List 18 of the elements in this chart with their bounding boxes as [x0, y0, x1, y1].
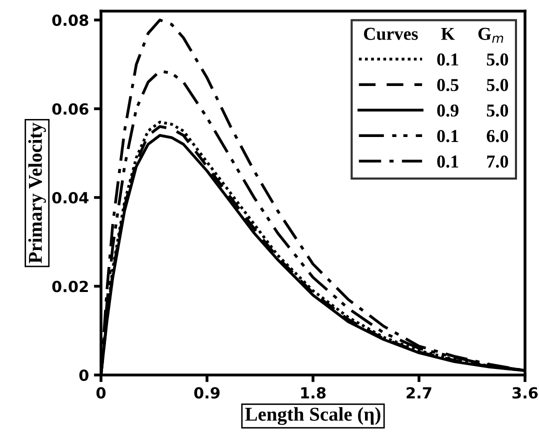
x-tick-label: 0 — [96, 387, 106, 399]
y-tick-label: 0.06 — [52, 103, 88, 115]
legend-label: 0.1 5.0 — [437, 53, 508, 66]
legend-label: 0.5 5.0 — [437, 78, 508, 92]
y-axis-title: Primary Velocity — [28, 122, 46, 264]
legend-label: 0.1 6.0 — [437, 130, 508, 142]
legend-label: 0.9 5.0 — [437, 104, 508, 117]
x-tick-label: 3.6 — [512, 387, 538, 399]
y-tick-label: 0.02 — [52, 280, 88, 292]
x-tick-label: 0.9 — [194, 387, 220, 399]
y-tick-label: 0.04 — [52, 192, 88, 204]
y-tick-label: 0 — [79, 369, 88, 382]
x-tick-label: 1.8 — [301, 387, 326, 399]
x-axis-title: Length Scale (η) — [245, 407, 380, 425]
legend-title: Curves K G$_{m}$ — [364, 28, 504, 43]
x-tick-label: 2.7 — [406, 387, 432, 398]
legend-label: 0.1 7.0 — [437, 155, 508, 168]
y-tick-label: 0.08 — [52, 14, 88, 26]
